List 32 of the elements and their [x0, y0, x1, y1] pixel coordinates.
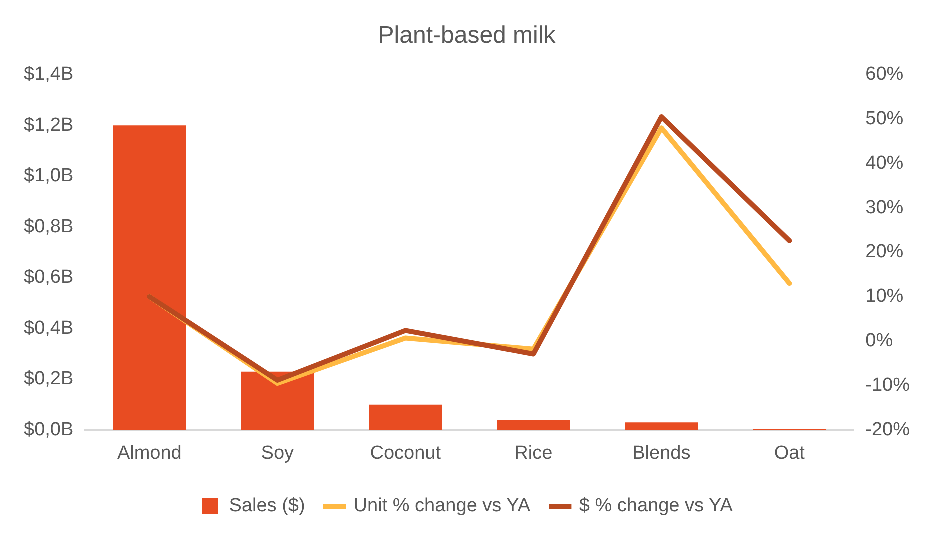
y2-tick-label: 50%	[866, 108, 904, 130]
bar	[113, 126, 186, 430]
y-tick-label: $0,4B	[24, 318, 74, 339]
legend-label: Unit % change vs YA	[354, 496, 531, 517]
y2-tick-label: -10%	[866, 375, 910, 396]
y2-tick-label: 20%	[866, 242, 904, 263]
y2-tick-label: 40%	[866, 152, 904, 174]
y2-tick-label: 60%	[866, 64, 904, 86]
bar	[625, 422, 698, 430]
bar	[241, 372, 314, 430]
y-tick-label: $0,8B	[24, 216, 74, 238]
legend-label: $ % change vs YA	[579, 496, 734, 517]
y-tick-label: $0,2B	[24, 368, 74, 390]
x-tick-label: Coconut	[370, 442, 442, 464]
chart-title: Plant-based milk	[378, 22, 557, 50]
x-tick-label: Oat	[774, 442, 806, 464]
y2-tick-label: 10%	[866, 286, 904, 308]
y2-tick-label: 0%	[866, 330, 894, 352]
y-tick-label: $1,4B	[24, 64, 74, 86]
y-tick-label: $0,6B	[24, 267, 74, 288]
y-tick-label: $1,2B	[24, 114, 74, 136]
bar	[497, 420, 570, 430]
x-tick-label: Rice	[514, 442, 553, 464]
x-tick-label: Blends	[632, 442, 691, 464]
x-tick-label: Almond	[117, 442, 182, 464]
legend-label: Sales ($)	[229, 496, 306, 517]
y-tick-label: $1,0B	[24, 166, 74, 187]
y-tick-label: $0,0B	[24, 419, 74, 440]
y2-tick-label: -20%	[866, 419, 910, 440]
y2-tick-label: 30%	[866, 197, 904, 218]
x-tick-label: Soy	[261, 442, 295, 464]
bar	[369, 404, 442, 430]
